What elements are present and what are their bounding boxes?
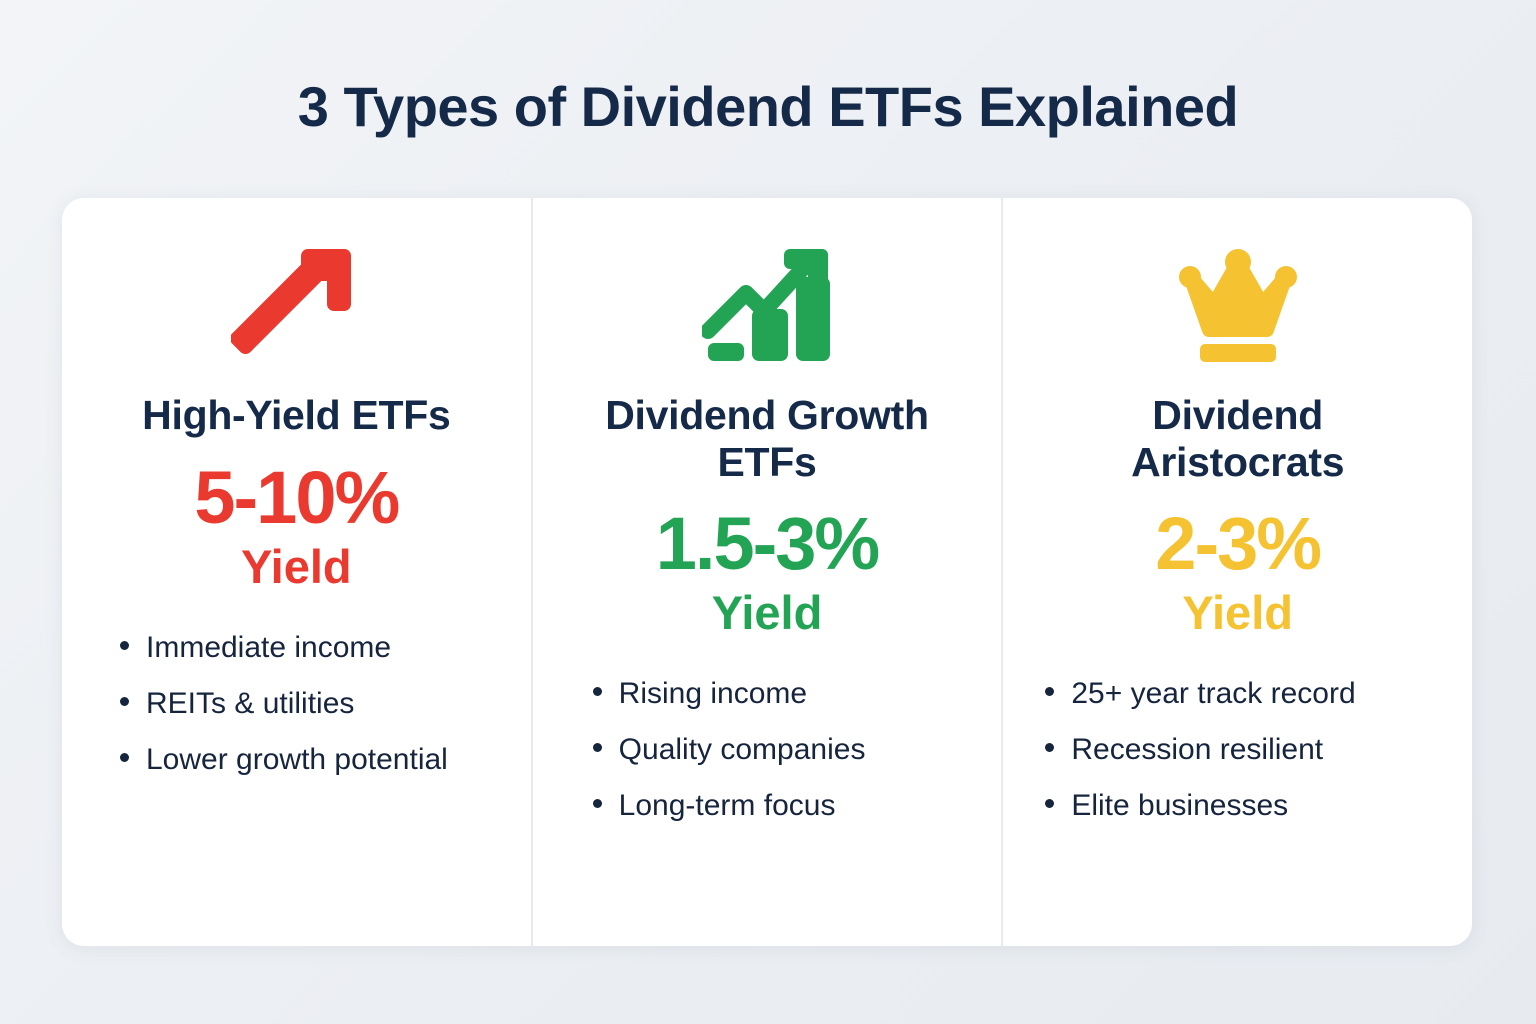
list-item: 25+ year track record: [1043, 674, 1454, 713]
column-high-yield-etfs: High-Yield ETFs 5-10% Yield Immediate in…: [62, 198, 531, 946]
comparison-card: High-Yield ETFs 5-10% Yield Immediate in…: [62, 198, 1472, 946]
list-item: Long-term focus: [591, 786, 984, 825]
column-heading: High-Yield ETFs: [142, 392, 451, 438]
column-divider: [1001, 198, 1004, 946]
yield-value: 1.5-3%: [655, 502, 880, 586]
yield-value: 2-3%: [1155, 502, 1322, 586]
column-dividend-aristocrats: Dividend Aristocrats 2-3% Yield 25+ year…: [1003, 198, 1472, 946]
yield-label: Yield: [241, 539, 352, 593]
list-item: Rising income: [591, 674, 984, 713]
yield-value: 5-10%: [194, 455, 400, 539]
column-heading: Dividend Aristocrats: [1131, 392, 1345, 485]
bar-chart-growth-icon: [702, 226, 832, 386]
up-arrow-icon: [231, 226, 361, 386]
crown-icon: [1173, 226, 1303, 386]
feature-list: Rising income Quality companies Long-ter…: [551, 674, 984, 842]
yield-label: Yield: [1182, 586, 1293, 640]
column-dividend-growth-etfs: Dividend Growth ETFs 1.5-3% Yield Rising…: [533, 198, 1002, 946]
column-divider: [530, 198, 533, 946]
column-heading: Dividend Growth ETFs: [605, 392, 929, 485]
feature-list: 25+ year track record Recession resilien…: [1021, 674, 1454, 842]
list-item: REITs & utilities: [118, 684, 513, 723]
list-item: Quality companies: [591, 730, 984, 769]
list-item: Elite businesses: [1043, 786, 1454, 825]
feature-list: Immediate income REITs & utilities Lower…: [80, 628, 513, 796]
list-item: Recession resilient: [1043, 730, 1454, 769]
list-item: Lower growth potential: [118, 740, 513, 779]
yield-label: Yield: [711, 586, 823, 640]
page-title: 3 Types of Dividend ETFs Explained: [297, 75, 1239, 138]
list-item: Immediate income: [118, 628, 513, 667]
